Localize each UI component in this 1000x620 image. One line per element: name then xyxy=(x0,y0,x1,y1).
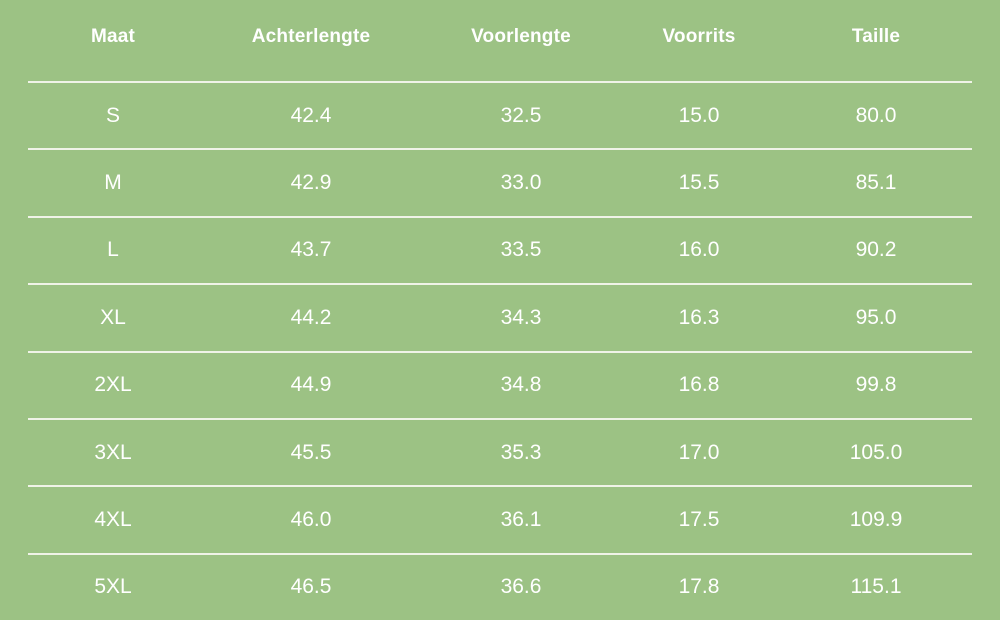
row-label: M xyxy=(104,171,122,195)
column-header-voorlengte: Voorlengte xyxy=(471,25,571,47)
column-header-achterlengte: Achterlengte xyxy=(251,25,371,47)
column-header-maat: Maat xyxy=(90,25,136,47)
table-header-row: Maat Achterlengte Voorlengte Voorrits Ta… xyxy=(0,0,1000,81)
cell-value: 17.8 xyxy=(678,575,720,599)
cell-value: 16.8 xyxy=(678,373,720,397)
row-label: S xyxy=(105,103,120,127)
row-divider xyxy=(28,417,972,420)
row-divider xyxy=(28,215,972,218)
column-header-taille: Taille xyxy=(851,25,901,47)
table-row-m: M 42.9 33.0 15.5 85.1 xyxy=(0,150,1000,215)
cell-value: 99.8 xyxy=(855,373,897,397)
row-label: 2XL xyxy=(94,373,132,397)
cell-value: 36.1 xyxy=(500,507,542,531)
cell-value: 42.4 xyxy=(290,103,332,127)
cell-value: 44.2 xyxy=(290,305,332,329)
cell-value: 115.1 xyxy=(850,575,902,599)
row-label: XL xyxy=(100,305,126,329)
table-row-s: S 42.4 32.5 15.0 80.0 xyxy=(0,83,1000,148)
cell-value: 80.0 xyxy=(855,103,897,127)
row-divider xyxy=(28,283,972,286)
cell-value: 17.5 xyxy=(678,507,720,531)
table-row-l: L 43.7 33.5 16.0 90.2 xyxy=(0,218,1000,283)
cell-value: 46.5 xyxy=(290,575,332,599)
cell-value: 35.3 xyxy=(500,440,542,464)
cell-value: 34.8 xyxy=(500,373,542,397)
cell-value: 95.0 xyxy=(855,305,897,329)
cell-value: 34.3 xyxy=(500,305,542,329)
table-row-3xl: 3XL 45.5 35.3 17.0 105.0 xyxy=(0,420,1000,485)
cell-value: 33.5 xyxy=(500,238,542,262)
cell-value: 36.6 xyxy=(500,575,542,599)
row-label: L xyxy=(107,238,119,262)
cell-value: 46.0 xyxy=(290,507,332,531)
table-row-5xl: 5XL 46.5 36.6 17.8 115.1 xyxy=(0,555,1000,620)
cell-value: 33.0 xyxy=(500,171,542,195)
cell-value: 17.0 xyxy=(678,440,720,464)
cell-value: 105.0 xyxy=(849,440,903,464)
cell-value: 42.9 xyxy=(290,171,332,195)
cell-value: 16.0 xyxy=(678,238,720,262)
cell-value: 90.2 xyxy=(855,238,897,262)
column-header-voorrits: Voorrits xyxy=(662,25,736,47)
row-label: 4XL xyxy=(94,507,132,531)
row-divider xyxy=(28,485,972,488)
cell-value: 15.5 xyxy=(678,171,720,195)
table-row-xl: XL 44.2 34.3 16.3 95.0 xyxy=(0,285,1000,350)
cell-value: 32.5 xyxy=(500,103,542,127)
cell-value: 85.1 xyxy=(855,171,897,195)
table-row-2xl: 2XL 44.9 34.8 16.8 99.8 xyxy=(0,353,1000,418)
cell-value: 15.0 xyxy=(678,103,720,127)
row-divider xyxy=(28,81,972,83)
cell-value: 44.9 xyxy=(290,373,332,397)
cell-value: 109.9 xyxy=(849,507,903,531)
row-label: 3XL xyxy=(94,440,132,464)
row-divider xyxy=(28,148,972,151)
cell-value: 45.5 xyxy=(290,440,332,464)
row-label: 5XL xyxy=(94,575,132,599)
row-divider xyxy=(28,552,972,555)
cell-value: 16.3 xyxy=(678,305,720,329)
cell-value: 43.7 xyxy=(290,238,332,262)
row-divider xyxy=(28,350,972,353)
table-row-4xl: 4XL 46.0 36.1 17.5 109.9 xyxy=(0,487,1000,552)
